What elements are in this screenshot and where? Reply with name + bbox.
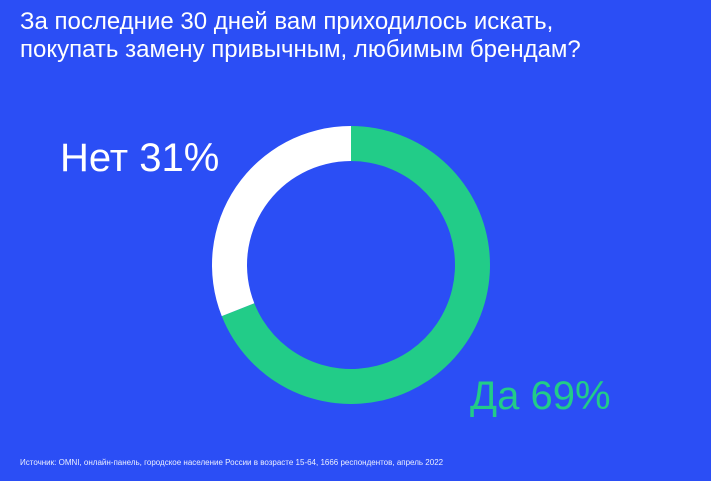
source-note: Источник: OMNI, онлайн-панель, городское… bbox=[20, 458, 444, 467]
donut-slice-no bbox=[212, 126, 351, 317]
title-line-1: За последние 30 дней вам приходилось иск… bbox=[20, 8, 554, 35]
slice-label-no: Нет 31% bbox=[60, 136, 220, 180]
title-line-2: покупать замену привычным, любимым бренд… bbox=[20, 36, 581, 63]
chart-title: За последние 30 дней вам приходилось иск… bbox=[20, 8, 700, 64]
slice-label-yes: Да 69% bbox=[470, 374, 611, 418]
